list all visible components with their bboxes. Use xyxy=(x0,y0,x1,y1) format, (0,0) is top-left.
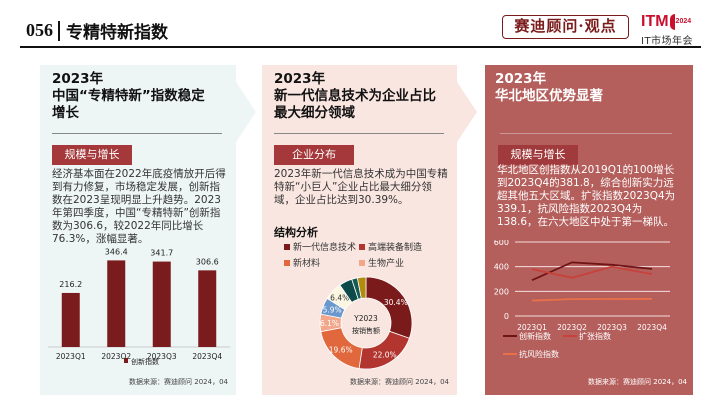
panel-title: 2023年 新一代信息技术为企业占比 最大细分领域 xyxy=(274,71,436,122)
data-source: 数据来源：赛迪顾问 2024，04 xyxy=(588,378,687,386)
section-tag: 规模与增长 xyxy=(52,145,132,165)
data-source: 数据来源：赛迪顾问 2024，04 xyxy=(350,378,449,386)
bar xyxy=(198,270,217,347)
structure-analysis-heading: 结构分析 xyxy=(274,226,318,239)
panel-title: 2023年 中国“专精特新”指数稳定 增长 xyxy=(52,71,205,122)
legend-label: 创新指数 xyxy=(131,357,159,366)
donut-legend: 新一代信息技术 高端装备制造 新材料 生物产业 xyxy=(284,240,454,269)
series-line xyxy=(531,298,653,302)
panel-title-line: 2023年 xyxy=(274,71,326,87)
logo-year: 2024 xyxy=(669,14,691,30)
panel-enterprise-distribution: 2023年 新一代信息技术为企业占比 最大细分领域 企业分布 2023年新一代信… xyxy=(262,65,457,395)
itm-logo: ITM 2024 IT市场年会 xyxy=(641,13,711,48)
x-tick-label: 2023Q3 xyxy=(597,323,627,332)
panel-title-line: 新一代信息技术为企业占比 xyxy=(274,88,436,104)
legend-swatch xyxy=(284,259,290,266)
data-source: 数据来源：赛迪顾问 2024，04 xyxy=(129,378,228,386)
panel-body-text: 华北地区创指数从2019Q1的100增长到2023Q4的381.8，综合创新实力… xyxy=(497,164,676,228)
series-line xyxy=(531,265,653,279)
panel-title-line: 增长 xyxy=(52,105,79,121)
header-divider xyxy=(58,20,60,41)
y-tick-label: 600 xyxy=(494,240,509,247)
line-chart: 0 200 400 600 2023Q1 2023Q2 2023Q3 2023Q4 创新指数 扩张… xyxy=(494,240,670,359)
section-tag: 企业分布 xyxy=(274,145,354,165)
slice-label: 6.1% xyxy=(320,319,339,328)
bar xyxy=(152,261,171,347)
x-tick-label: 2023Q1 xyxy=(56,352,86,361)
bar-chart: 216.2 2023Q1 346.4 2023Q2 341.7 2023Q3 306.6 20… xyxy=(48,247,230,366)
slice-label: 5.9% xyxy=(323,305,342,314)
panel-title-line: 最大细分领域 xyxy=(274,105,355,121)
legend-label: 新一代信息技术 xyxy=(293,243,357,253)
logo-main: ITM xyxy=(641,13,669,30)
arrow-connector xyxy=(236,82,256,142)
panel-body-text: 经济基本面在2022年底疫情放开后得到有力修复，市场稳定发展，创新指数在2023… xyxy=(52,168,226,245)
x-tick-label: 2023Q1 xyxy=(517,323,547,332)
panel-title-line: 2023年 xyxy=(495,71,547,87)
x-tick-label: 2023Q3 xyxy=(147,352,177,361)
series-line xyxy=(531,261,653,282)
x-tick-label: 2023Q4 xyxy=(192,352,222,361)
legend-item: 新一代信息技术 xyxy=(284,240,359,253)
y-tick-label: 400 xyxy=(494,263,509,272)
slice-label: 19.6% xyxy=(329,345,353,354)
page-number: 056 xyxy=(26,20,53,40)
x-tick-label: 2023Q4 xyxy=(637,323,667,332)
bar xyxy=(61,292,80,347)
brand-badge: 赛迪顾问·观点 xyxy=(502,15,629,39)
donut-slice xyxy=(356,276,367,299)
legend-label: 新材料 xyxy=(293,259,321,269)
x-tick-label: 2023Q2 xyxy=(557,323,587,332)
bar-value-label: 346.4 xyxy=(105,247,128,256)
y-tick-label: 200 xyxy=(494,287,509,296)
bar-value-label: 216.2 xyxy=(59,280,82,289)
panel-title-line: 中国“专精特新”指数稳定 xyxy=(52,88,205,104)
panel-title-line: 华北地区优势显著 xyxy=(495,88,603,104)
legend-label: 生物产业 xyxy=(368,259,405,269)
page-header: 056 专精特新指数 xyxy=(26,18,168,43)
legend-label: 高端装备制造 xyxy=(368,243,423,253)
legend-label: 创新指数 xyxy=(519,331,551,341)
legend-swatch xyxy=(359,243,365,250)
bar-value-label: 306.6 xyxy=(196,257,219,266)
panel-title-line: 2023年 xyxy=(52,71,104,87)
slice-label: 30.4% xyxy=(384,298,408,307)
slice-label: 6.4% xyxy=(330,294,349,303)
x-tick-label: 2023Q2 xyxy=(101,352,131,361)
panel-north-china: 2023年 华北地区优势显著 规模与增长 华北地区创指数从2019Q1的100增… xyxy=(485,65,693,395)
section-tag: 规模与增长 xyxy=(498,145,578,165)
page-title: 专精特新指数 xyxy=(66,23,168,43)
legend-swatch xyxy=(284,243,290,250)
panel-body-text: 2023年新一代信息技术成为中国专精特新“小巨人”企业占比最大细分领域，企业占比… xyxy=(274,168,448,206)
donut-chart: 30.4% 22.0% 19.6% 6.1% 5.9% 6.4% Y2023 按销售额 xyxy=(319,276,413,370)
logo-subtitle: IT市场年会 xyxy=(641,36,694,47)
header-rule xyxy=(20,46,701,48)
legend-swatch xyxy=(124,358,128,363)
bar xyxy=(107,260,126,347)
donut-center-label: 按销售额 xyxy=(352,326,380,335)
legend-item: 高端装备制造 xyxy=(359,240,449,253)
panel-title: 2023年 华北地区优势显著 xyxy=(495,71,603,105)
y-tick-label: 0 xyxy=(504,312,509,321)
legend-item: 新材料 xyxy=(284,256,359,269)
legend-swatch xyxy=(359,259,365,266)
panel-innovation-index: 2023年 中国“专精特新”指数稳定 增长 规模与增长 经济基本面在2022年底… xyxy=(40,65,236,395)
panel-divider xyxy=(274,133,444,134)
donut-center-label: Y2023 xyxy=(353,314,378,323)
panel-divider xyxy=(52,133,222,134)
slice-label: 22.0% xyxy=(373,350,397,359)
arrow-connector xyxy=(457,82,477,142)
legend-label: 扩张指数 xyxy=(579,331,611,341)
legend-item: 生物产业 xyxy=(359,256,449,269)
panel-divider xyxy=(500,133,672,134)
legend-label: 抗风险指数 xyxy=(519,349,559,359)
bar-value-label: 341.7 xyxy=(150,249,173,258)
